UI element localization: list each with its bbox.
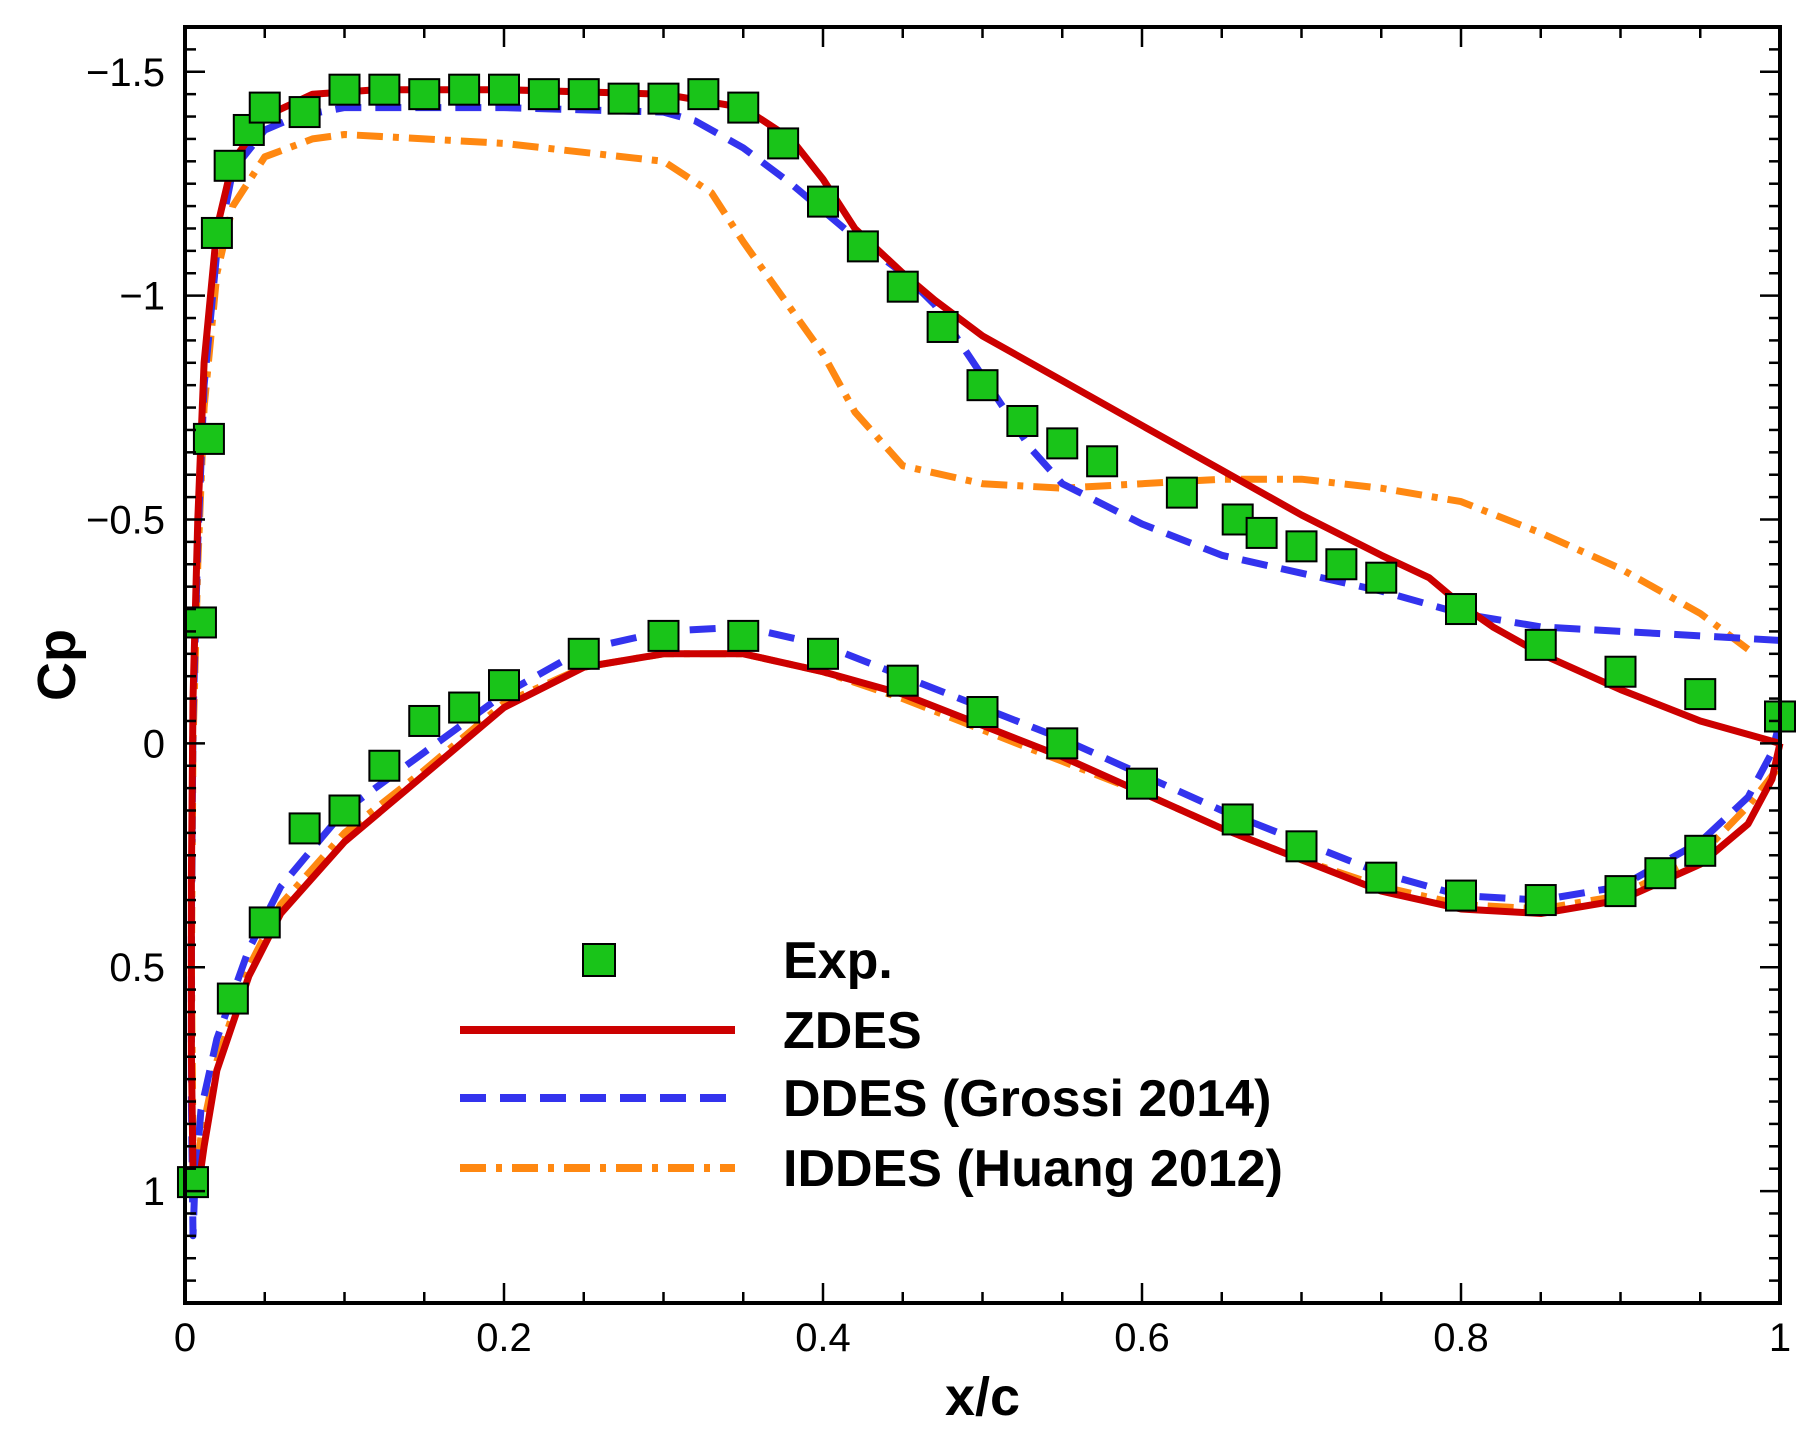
exp-data-point	[1221, 803, 1254, 836]
x-tick-label: 0.6	[1114, 1316, 1170, 1360]
exp-data-point	[647, 82, 680, 115]
exp-data-point	[687, 78, 720, 111]
exp-data-point	[966, 696, 999, 729]
exp-data-point	[527, 78, 560, 111]
legend-exp-marker	[582, 943, 616, 977]
exp-data-point	[448, 691, 481, 724]
exp-data-point	[192, 422, 225, 455]
exp-data-point	[368, 73, 401, 106]
exp-data-point	[448, 73, 481, 106]
exp-data-point	[1684, 834, 1717, 867]
exp-data-point	[328, 794, 361, 827]
exp-data-point	[1006, 404, 1039, 437]
x-tick-label: 1	[1769, 1316, 1791, 1360]
x-axis-title: x/c	[945, 1367, 1020, 1427]
exp-data-point	[1285, 530, 1318, 563]
x-tick-label: 0.2	[476, 1316, 532, 1360]
exp-data-point	[176, 1166, 209, 1199]
y-axis-title: Cp	[27, 629, 87, 701]
exp-data-point	[567, 637, 600, 670]
exp-data-point	[1126, 767, 1158, 800]
exp-data-point	[288, 96, 321, 129]
exp-data-point	[1245, 516, 1278, 549]
series-line-ddes	[187, 104, 1784, 1240]
exp-data-point	[1644, 857, 1677, 890]
y-tick-label: 1	[143, 1170, 165, 1214]
exp-data-point	[1365, 561, 1398, 594]
exp-data-point	[1046, 427, 1079, 460]
exp-data-point	[1445, 879, 1477, 912]
y-tick-label: −1	[119, 275, 165, 319]
exp-data-point	[1046, 727, 1079, 760]
exp-data-point	[248, 91, 281, 124]
exp-data-point	[1445, 593, 1477, 626]
exp-data-point	[807, 637, 839, 670]
y-tick-label: −0.5	[86, 498, 165, 542]
exp-data-point	[807, 185, 839, 218]
exp-data-point	[1684, 678, 1717, 711]
tick-labels: 0 0.2 0.4 0.6 0.8 1 −1.5 −1 −0.5 0 0.5 1	[86, 51, 1791, 1360]
exp-data-point	[213, 149, 246, 182]
legend-label-iddes: IDDES (Huang 2012)	[783, 1140, 1283, 1198]
exp-data-point	[846, 230, 879, 263]
exp-data-point	[216, 982, 249, 1015]
y-tick-label: 0.5	[109, 946, 165, 990]
exp-data-point	[647, 619, 680, 652]
exp-data-point	[1285, 830, 1318, 863]
exp-data-point	[1365, 861, 1398, 894]
exp-data-point	[328, 73, 361, 106]
exp-data-point	[1524, 884, 1557, 917]
exp-data-point	[248, 906, 281, 939]
legend: Exp. ZDES DDES (Grossi 2014) IDDES (Huan…	[460, 932, 1283, 1198]
exp-data-point	[727, 91, 760, 124]
exp-data-point	[727, 619, 760, 652]
exp-data-point	[408, 78, 441, 111]
exp-data-point	[1325, 548, 1358, 581]
exp-data-point	[1604, 875, 1637, 908]
exp-data-point	[926, 310, 959, 343]
exp-data-point	[1524, 628, 1557, 661]
exp-data-point	[200, 216, 233, 249]
y-tick-label: −1.5	[86, 51, 165, 95]
exp-data-point	[767, 127, 800, 160]
exp-data-point	[368, 749, 401, 782]
exp-data-point	[1604, 655, 1637, 688]
exp-data-point	[408, 704, 441, 737]
exp-data-point	[488, 73, 520, 106]
legend-label-exp: Exp.	[783, 932, 893, 990]
exp-data-point	[1165, 476, 1198, 509]
series-layer	[176, 73, 1796, 1240]
exp-data-point	[607, 82, 640, 115]
x-tick-label: 0	[174, 1316, 196, 1360]
exp-data-point	[184, 606, 217, 639]
exp-data-point	[1086, 445, 1119, 478]
exp-data-point	[886, 270, 919, 303]
x-tick-label: 0.4	[795, 1316, 851, 1360]
exp-data-point	[488, 669, 520, 702]
exp-data-point	[886, 664, 919, 697]
axis-ticks	[183, 27, 1782, 1303]
legend-label-zdes: ZDES	[783, 1002, 922, 1060]
exp-data-point	[567, 78, 600, 111]
exp-data-point	[288, 812, 321, 845]
legend-label-ddes: DDES (Grossi 2014)	[783, 1070, 1271, 1128]
x-tick-label: 0.8	[1433, 1316, 1489, 1360]
exp-data-point	[966, 369, 999, 402]
y-tick-label: 0	[143, 722, 165, 766]
series-line-iddes	[187, 131, 1783, 1195]
